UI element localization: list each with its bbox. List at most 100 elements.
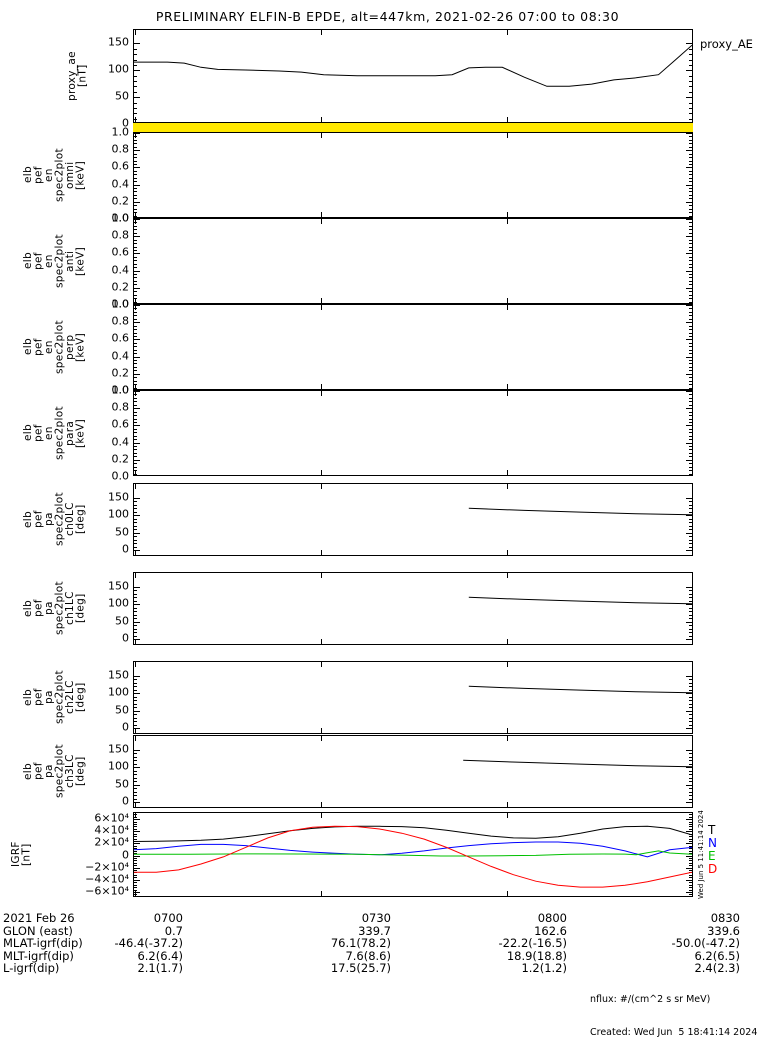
ytick-minor xyxy=(134,882,137,883)
ytick-minor xyxy=(134,860,137,861)
ytick-minor xyxy=(689,370,692,371)
panel-plot-area-proxy-ae xyxy=(134,30,692,122)
ytick-minor xyxy=(134,834,137,835)
ytick-label: 0.2 xyxy=(111,366,130,380)
ytick-minor xyxy=(689,291,692,292)
ytick-minor xyxy=(689,49,692,50)
ytick-label: 0.2 xyxy=(111,194,130,208)
ytick-minor xyxy=(689,243,692,244)
ytick-minor xyxy=(689,398,692,399)
ytick-label: 0.8 xyxy=(111,228,130,242)
ytick-minor xyxy=(689,690,692,691)
ytick-minor xyxy=(689,326,692,327)
ytick-mark xyxy=(686,133,692,134)
ytick-minor xyxy=(689,198,692,199)
ytick-minor xyxy=(689,505,692,506)
xtick-mark xyxy=(321,117,322,122)
ytick-mark xyxy=(134,587,140,588)
xtick-mark xyxy=(507,891,508,896)
ytick-minor xyxy=(689,363,692,364)
ytick-minor xyxy=(689,470,692,471)
ytick-minor xyxy=(689,836,692,837)
xtick-mark xyxy=(507,484,508,489)
ytick-mark xyxy=(686,604,692,605)
axis-title-pa-ch0lc: elb pef pa spec2plot ch0LC [deg] xyxy=(22,492,87,547)
ytick-mark xyxy=(134,498,140,499)
xtick-mark xyxy=(321,391,322,396)
ytick-mark xyxy=(686,253,692,254)
ytick-minor xyxy=(689,753,692,754)
ytick-mark xyxy=(134,460,140,461)
bottom-row-label: MLAT-igrf(dip) xyxy=(3,936,83,951)
ytick-labels-pa-ch0lc: 150 100 50 0 xyxy=(93,483,129,556)
ytick-minor xyxy=(134,415,137,416)
ytick-label: −2×10⁴ xyxy=(85,860,129,874)
xtick-mark xyxy=(692,662,693,667)
ytick-minor xyxy=(689,315,692,316)
ytick-minor xyxy=(134,467,137,468)
ytick-minor xyxy=(134,839,137,840)
ytick-mark xyxy=(134,785,140,786)
ytick-minor xyxy=(689,336,692,337)
ytick-label: 1.0 xyxy=(111,211,130,225)
bottom-col-0830: 0830 339.6 -50.0(-47.2) 6.2(6.5) 2.4(2.3) xyxy=(600,912,740,975)
ytick-minor xyxy=(134,377,137,378)
ytick-minor xyxy=(689,367,692,368)
xtick-mark xyxy=(321,639,322,644)
ytick-label: 0 xyxy=(122,116,129,130)
ytick-mark xyxy=(686,339,692,340)
ytick-minor xyxy=(134,154,137,155)
ytick-minor xyxy=(689,113,692,114)
ytick-minor xyxy=(134,264,137,265)
xtick-mark xyxy=(507,662,508,667)
ytick-labels-en-perp: 1.0 0.8 0.6 0.4 0.2 0.0 xyxy=(93,299,130,396)
ytick-label: 0.4 xyxy=(111,177,130,191)
xtick-mark xyxy=(507,550,508,555)
ytick-mark xyxy=(686,460,692,461)
ytick-mark xyxy=(134,819,140,820)
ytick-minor xyxy=(134,429,137,430)
xtick-mark xyxy=(507,305,508,310)
ytick-label: 0.8 xyxy=(111,142,130,156)
ytick-minor xyxy=(689,686,692,687)
ytick-mark xyxy=(686,498,692,499)
ytick-label: 100 xyxy=(108,507,129,521)
xtick-mark xyxy=(692,802,693,807)
ytick-minor xyxy=(689,704,692,705)
ytick-label: 100 xyxy=(108,685,129,699)
ytick-minor xyxy=(689,863,692,864)
xtick-mark xyxy=(507,384,508,389)
ytick-label: 0.8 xyxy=(111,400,130,414)
ytick-minor xyxy=(689,547,692,548)
ytick-label: 0 xyxy=(122,848,129,861)
ytick-minor xyxy=(689,543,692,544)
ytick-minor xyxy=(689,590,692,591)
ytick-mark xyxy=(686,322,692,323)
ytick-mark xyxy=(686,750,692,751)
elfin-epde-plot: PRELIMINARY ELFIN-B EPDE, alt=447km, 202… xyxy=(3,9,757,1038)
ytick-mark xyxy=(134,202,140,203)
ytick-minor xyxy=(134,508,137,509)
ytick-minor xyxy=(689,302,692,303)
ytick-mark xyxy=(686,391,692,392)
xtick-mark xyxy=(135,728,136,733)
ytick-label: 0.6 xyxy=(111,159,130,173)
ytick-minor xyxy=(134,625,137,626)
xtick-mark xyxy=(321,219,322,224)
ytick-minor xyxy=(689,799,692,800)
igrf-legend-T: T xyxy=(708,823,716,837)
ytick-minor xyxy=(134,529,137,530)
xtick-mark xyxy=(507,219,508,224)
trace-group-pa-ch3lc xyxy=(463,759,692,768)
ytick-minor xyxy=(134,260,137,261)
bottom-cell: 6.2(6.4) xyxy=(137,948,183,963)
ytick-minor xyxy=(689,846,692,847)
ytick-minor xyxy=(689,824,692,825)
axis-title-en-para: elb pef en spec2plot para [keV] xyxy=(22,406,87,460)
ytick-minor xyxy=(689,429,692,430)
ytick-labels-en-anti: 1.0 0.8 0.6 0.4 0.2 0.0 xyxy=(93,213,130,310)
ytick-label: 0.0 xyxy=(111,211,130,225)
ytick-label: 50 xyxy=(115,525,129,539)
credits-block: nflux: #/(cm^2 s sr MeV) Created: Wed Ju… xyxy=(590,972,757,1060)
ytick-minor xyxy=(689,229,692,230)
